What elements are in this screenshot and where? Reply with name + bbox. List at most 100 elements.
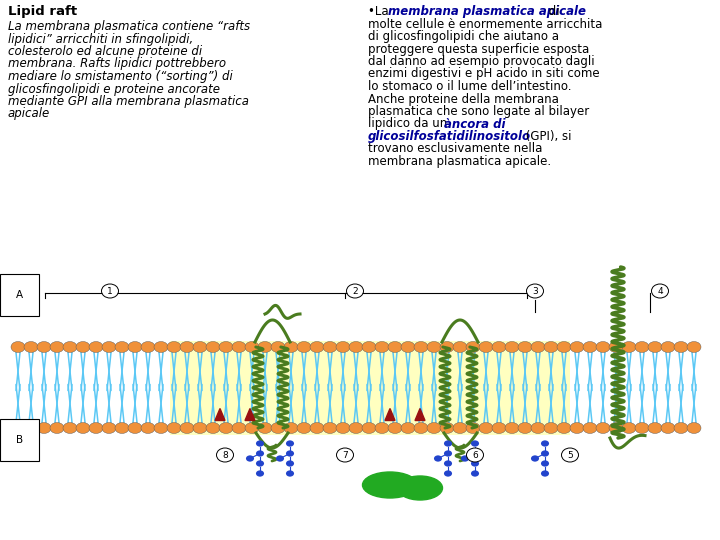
Ellipse shape (375, 341, 389, 353)
Ellipse shape (141, 422, 155, 434)
Ellipse shape (562, 448, 578, 462)
Text: 8: 8 (222, 450, 228, 460)
Ellipse shape (471, 450, 479, 457)
Ellipse shape (388, 341, 402, 353)
Ellipse shape (323, 341, 337, 353)
Ellipse shape (526, 284, 544, 298)
Ellipse shape (444, 460, 452, 467)
Text: membrana plasmatica apicale: membrana plasmatica apicale (388, 5, 586, 18)
Ellipse shape (346, 284, 364, 298)
Ellipse shape (544, 341, 558, 353)
Ellipse shape (531, 341, 545, 353)
Ellipse shape (284, 422, 298, 434)
Ellipse shape (128, 422, 142, 434)
Ellipse shape (286, 440, 294, 447)
Ellipse shape (466, 422, 480, 434)
Ellipse shape (11, 422, 25, 434)
Ellipse shape (349, 422, 363, 434)
Polygon shape (415, 408, 425, 421)
Ellipse shape (297, 341, 311, 353)
Text: enzimi digestivi e pH acido in siti come: enzimi digestivi e pH acido in siti come (368, 68, 600, 80)
Ellipse shape (652, 284, 668, 298)
Ellipse shape (492, 422, 506, 434)
Text: 1: 1 (107, 287, 113, 295)
Ellipse shape (102, 341, 116, 353)
Ellipse shape (674, 422, 688, 434)
Ellipse shape (258, 341, 272, 353)
Ellipse shape (115, 422, 129, 434)
Ellipse shape (232, 422, 246, 434)
Ellipse shape (583, 341, 597, 353)
Ellipse shape (50, 422, 64, 434)
Ellipse shape (648, 341, 662, 353)
Text: plasmatica che sono legate al bilayer: plasmatica che sono legate al bilayer (368, 105, 589, 118)
Text: 4: 4 (657, 287, 663, 295)
Ellipse shape (570, 422, 584, 434)
Ellipse shape (444, 440, 452, 447)
Ellipse shape (635, 341, 649, 353)
Ellipse shape (63, 422, 77, 434)
Ellipse shape (557, 422, 571, 434)
Ellipse shape (115, 341, 129, 353)
Ellipse shape (492, 341, 506, 353)
Ellipse shape (323, 422, 337, 434)
Text: 6: 6 (472, 450, 478, 460)
Ellipse shape (286, 470, 294, 477)
Ellipse shape (434, 455, 442, 462)
Ellipse shape (375, 422, 389, 434)
Text: Anche proteine della membrana: Anche proteine della membrana (368, 92, 559, 105)
Ellipse shape (193, 341, 207, 353)
Ellipse shape (154, 422, 168, 434)
Ellipse shape (444, 470, 452, 477)
Ellipse shape (440, 422, 454, 434)
Ellipse shape (466, 341, 480, 353)
Ellipse shape (414, 341, 428, 353)
Ellipse shape (102, 422, 116, 434)
Text: A: A (16, 290, 23, 300)
Text: dal danno ad esempio provocato dagli: dal danno ad esempio provocato dagli (368, 55, 595, 68)
Ellipse shape (246, 455, 254, 462)
Ellipse shape (541, 440, 549, 447)
Text: trovano esclusivamente nella: trovano esclusivamente nella (368, 143, 542, 156)
Ellipse shape (256, 470, 264, 477)
Text: àncora di: àncora di (444, 118, 505, 131)
Text: glicosfingolipidi e proteine ancorate: glicosfingolipidi e proteine ancorate (8, 83, 220, 96)
Ellipse shape (453, 341, 467, 353)
Ellipse shape (471, 440, 479, 447)
Ellipse shape (541, 450, 549, 457)
Text: di: di (545, 5, 559, 18)
Ellipse shape (219, 422, 233, 434)
Ellipse shape (245, 422, 259, 434)
Text: apicale: apicale (8, 107, 50, 120)
Ellipse shape (479, 341, 493, 353)
Text: di glicosfingolipidi che aiutano a: di glicosfingolipidi che aiutano a (368, 30, 559, 43)
Ellipse shape (24, 341, 38, 353)
Ellipse shape (467, 448, 484, 462)
Bar (170, 341, 570, 435)
Text: Lipid raft: Lipid raft (8, 5, 77, 18)
Ellipse shape (102, 284, 119, 298)
Ellipse shape (276, 455, 284, 462)
Text: proteggere questa superficie esposta: proteggere questa superficie esposta (368, 43, 589, 56)
Ellipse shape (193, 422, 207, 434)
Ellipse shape (219, 341, 233, 353)
Ellipse shape (362, 341, 376, 353)
Ellipse shape (141, 341, 155, 353)
Text: 2: 2 (352, 287, 358, 295)
Text: molte cellule è enormemente arricchita: molte cellule è enormemente arricchita (368, 17, 603, 30)
Polygon shape (385, 408, 395, 421)
Ellipse shape (206, 341, 220, 353)
Text: 5: 5 (567, 450, 573, 460)
Ellipse shape (687, 422, 701, 434)
Ellipse shape (583, 422, 597, 434)
Text: lipidico da un: lipidico da un (368, 118, 451, 131)
Ellipse shape (286, 460, 294, 467)
Ellipse shape (336, 448, 354, 462)
Ellipse shape (570, 341, 584, 353)
Ellipse shape (414, 422, 428, 434)
Ellipse shape (541, 460, 549, 467)
Ellipse shape (232, 341, 246, 353)
Ellipse shape (206, 422, 220, 434)
Text: mediante GPI alla membrana plasmatica: mediante GPI alla membrana plasmatica (8, 95, 249, 108)
Ellipse shape (89, 341, 103, 353)
